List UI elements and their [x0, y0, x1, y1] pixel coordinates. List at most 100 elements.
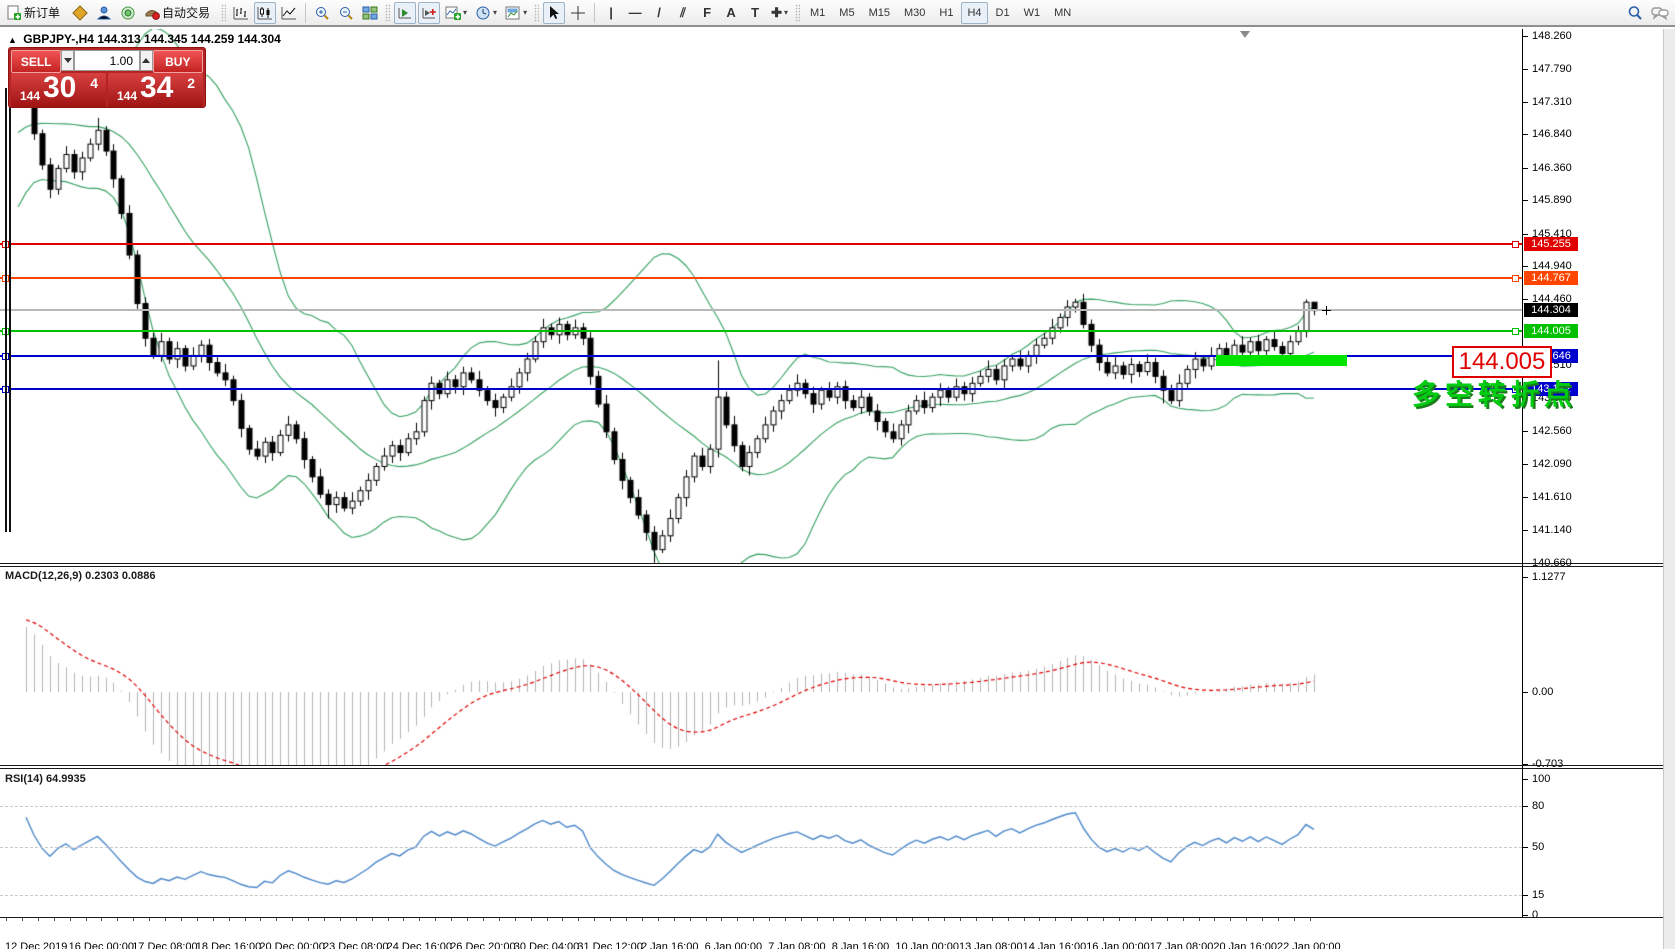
line-chart-button[interactable] — [278, 2, 300, 24]
time-axis-tick — [1087, 918, 1088, 921]
price-tick-label: 144.460 — [1532, 293, 1572, 305]
search-button[interactable] — [1624, 2, 1646, 24]
hline-object-144.767[interactable] — [0, 277, 1522, 279]
time-axis-label: 2 Jan 16:00 — [641, 941, 699, 949]
time-axis-tick — [594, 918, 595, 921]
rsi-level-line — [0, 847, 1522, 848]
timeframe-mn-button[interactable]: MN — [1054, 6, 1072, 19]
buy-price-box[interactable]: 144 34 2 — [108, 71, 203, 107]
price-tick-label: 146.840 — [1532, 128, 1572, 140]
indicators-button[interactable]: ▾ — [442, 2, 470, 24]
zoom-in-button[interactable] — [311, 2, 333, 24]
sell-button[interactable]: SELL — [11, 50, 62, 73]
timeframe-h1-button[interactable]: H1 — [939, 6, 954, 19]
time-axis-tick — [849, 918, 850, 921]
macd-panel-canvas[interactable] — [0, 567, 1522, 765]
vertical-line-tool-button[interactable]: | — [600, 2, 622, 24]
hline-object-143.646[interactable] — [0, 355, 1522, 357]
turning-point-note[interactable]: 多空转折点 — [1412, 379, 1578, 410]
time-axis-tick — [1055, 918, 1056, 921]
timeframe-w1-button[interactable]: W1 — [1023, 6, 1041, 19]
zoom-out-button[interactable] — [335, 2, 357, 24]
chart-shift-button[interactable] — [418, 1, 441, 24]
vertical-line-object[interactable] — [5, 88, 7, 532]
time-axis-tick — [785, 918, 786, 921]
time-axis-tick — [1310, 918, 1311, 921]
window-scroll-strip[interactable] — [1663, 29, 1675, 949]
line-anchor[interactable] — [1512, 275, 1519, 282]
rsi-panel-canvas[interactable] — [0, 769, 1522, 917]
buy-button[interactable]: BUY — [152, 50, 203, 73]
time-axis-label: 8 Jan 16:00 — [831, 941, 890, 949]
hline-object-145.255[interactable] — [0, 243, 1522, 245]
candlestick-chart-canvas[interactable] — [0, 29, 1522, 563]
panel-separator[interactable] — [0, 563, 1675, 564]
panel-separator[interactable] — [0, 768, 1675, 769]
price-tick-label: 146.360 — [1532, 162, 1572, 174]
trade-controls-row: SELL BUY — [11, 50, 203, 73]
macd-name: MACD(12,26,9) — [5, 570, 83, 582]
hline-object-143.172[interactable] — [0, 388, 1522, 390]
sell-price-box[interactable]: 144 30 4 — [11, 71, 106, 107]
timeframe-m30-button[interactable]: M30 — [903, 6, 926, 19]
periods-button[interactable]: ▾ — [472, 2, 500, 24]
time-axis-tick — [706, 918, 707, 921]
cursor-tool-button[interactable] — [543, 1, 566, 24]
timeframe-m5-button[interactable]: M5 — [839, 6, 855, 19]
time-axis-tick — [642, 918, 643, 921]
rsi-tick — [1522, 779, 1528, 780]
timeframe-m1-button[interactable]: M1 — [810, 6, 826, 19]
arrows-tool-button[interactable]: ✚ ▾ — [768, 2, 791, 24]
chevron-up-icon[interactable]: ▲ — [8, 35, 17, 45]
price-tick-label: 141.140 — [1532, 524, 1572, 536]
chart-shift-marker[interactable] — [1240, 31, 1250, 38]
time-axis-tick — [674, 918, 675, 921]
time-axis-tick — [229, 918, 230, 921]
crosshair-tool-button[interactable] — [567, 2, 589, 24]
hline-object-144.005[interactable] — [0, 330, 1522, 332]
rsi-tick-label: 15 — [1532, 889, 1545, 901]
vertical-line-object[interactable] — [9, 88, 11, 532]
time-axis-label: 22 Jan 00:00 — [1277, 941, 1341, 949]
time-axis-label: 6 Jan 00:00 — [704, 941, 763, 949]
auto-scroll-button[interactable] — [394, 1, 417, 24]
volume-increase-button[interactable] — [140, 50, 153, 71]
price-axis-line — [1522, 29, 1523, 917]
indicators-icon — [445, 6, 462, 20]
horizontal-line-tool-button[interactable]: — — [624, 2, 646, 24]
line-anchor[interactable] — [1512, 386, 1519, 393]
trendline-tool-button[interactable]: / — [648, 2, 670, 24]
price-tick-label: 141.610 — [1532, 491, 1572, 503]
symbol-period-label: GBPJPY-,H4 — [23, 32, 94, 46]
time-axis-tick — [1294, 918, 1295, 921]
label-tool-button[interactable]: T — [744, 2, 766, 24]
profile-button[interactable] — [93, 2, 115, 24]
volume-input[interactable] — [74, 50, 140, 71]
toolbar-grip — [385, 3, 391, 22]
templates-button[interactable]: ▾ — [502, 2, 530, 24]
fibonacci-tool-button[interactable]: F — [696, 2, 718, 24]
line-anchor[interactable] — [1512, 241, 1519, 248]
panel-separator[interactable] — [0, 765, 1675, 766]
new-order-button[interactable]: 新订单 — [3, 2, 67, 24]
signals-button[interactable] — [117, 2, 139, 24]
panel-separator[interactable] — [0, 566, 1675, 567]
tile-windows-button[interactable] — [359, 2, 381, 24]
timeframe-m15-button[interactable]: M15 — [868, 6, 890, 19]
volume-decrease-button[interactable] — [61, 50, 74, 71]
text-tool-button[interactable]: A — [720, 2, 742, 24]
highlight-bar-object[interactable] — [1216, 355, 1347, 366]
autotrading-button[interactable]: 自动交易 — [141, 2, 217, 24]
new-chart-button[interactable] — [69, 2, 91, 24]
bar-chart-button[interactable] — [230, 2, 252, 24]
channel-tool-button[interactable]: ⫽ — [672, 2, 694, 24]
price-tick — [1522, 134, 1528, 135]
line-anchor[interactable] — [1512, 328, 1519, 335]
time-axis-label: 13 Jan 08:00 — [959, 941, 1023, 949]
timeframe-h4-button[interactable]: H4 — [961, 1, 988, 24]
time-axis-tick — [1278, 918, 1279, 921]
timeframe-d1-button[interactable]: D1 — [995, 6, 1010, 19]
candlestick-chart-button[interactable] — [254, 1, 277, 24]
level-annotation-box[interactable]: 144.005 — [1452, 346, 1552, 378]
chat-button[interactable] — [1648, 2, 1672, 24]
